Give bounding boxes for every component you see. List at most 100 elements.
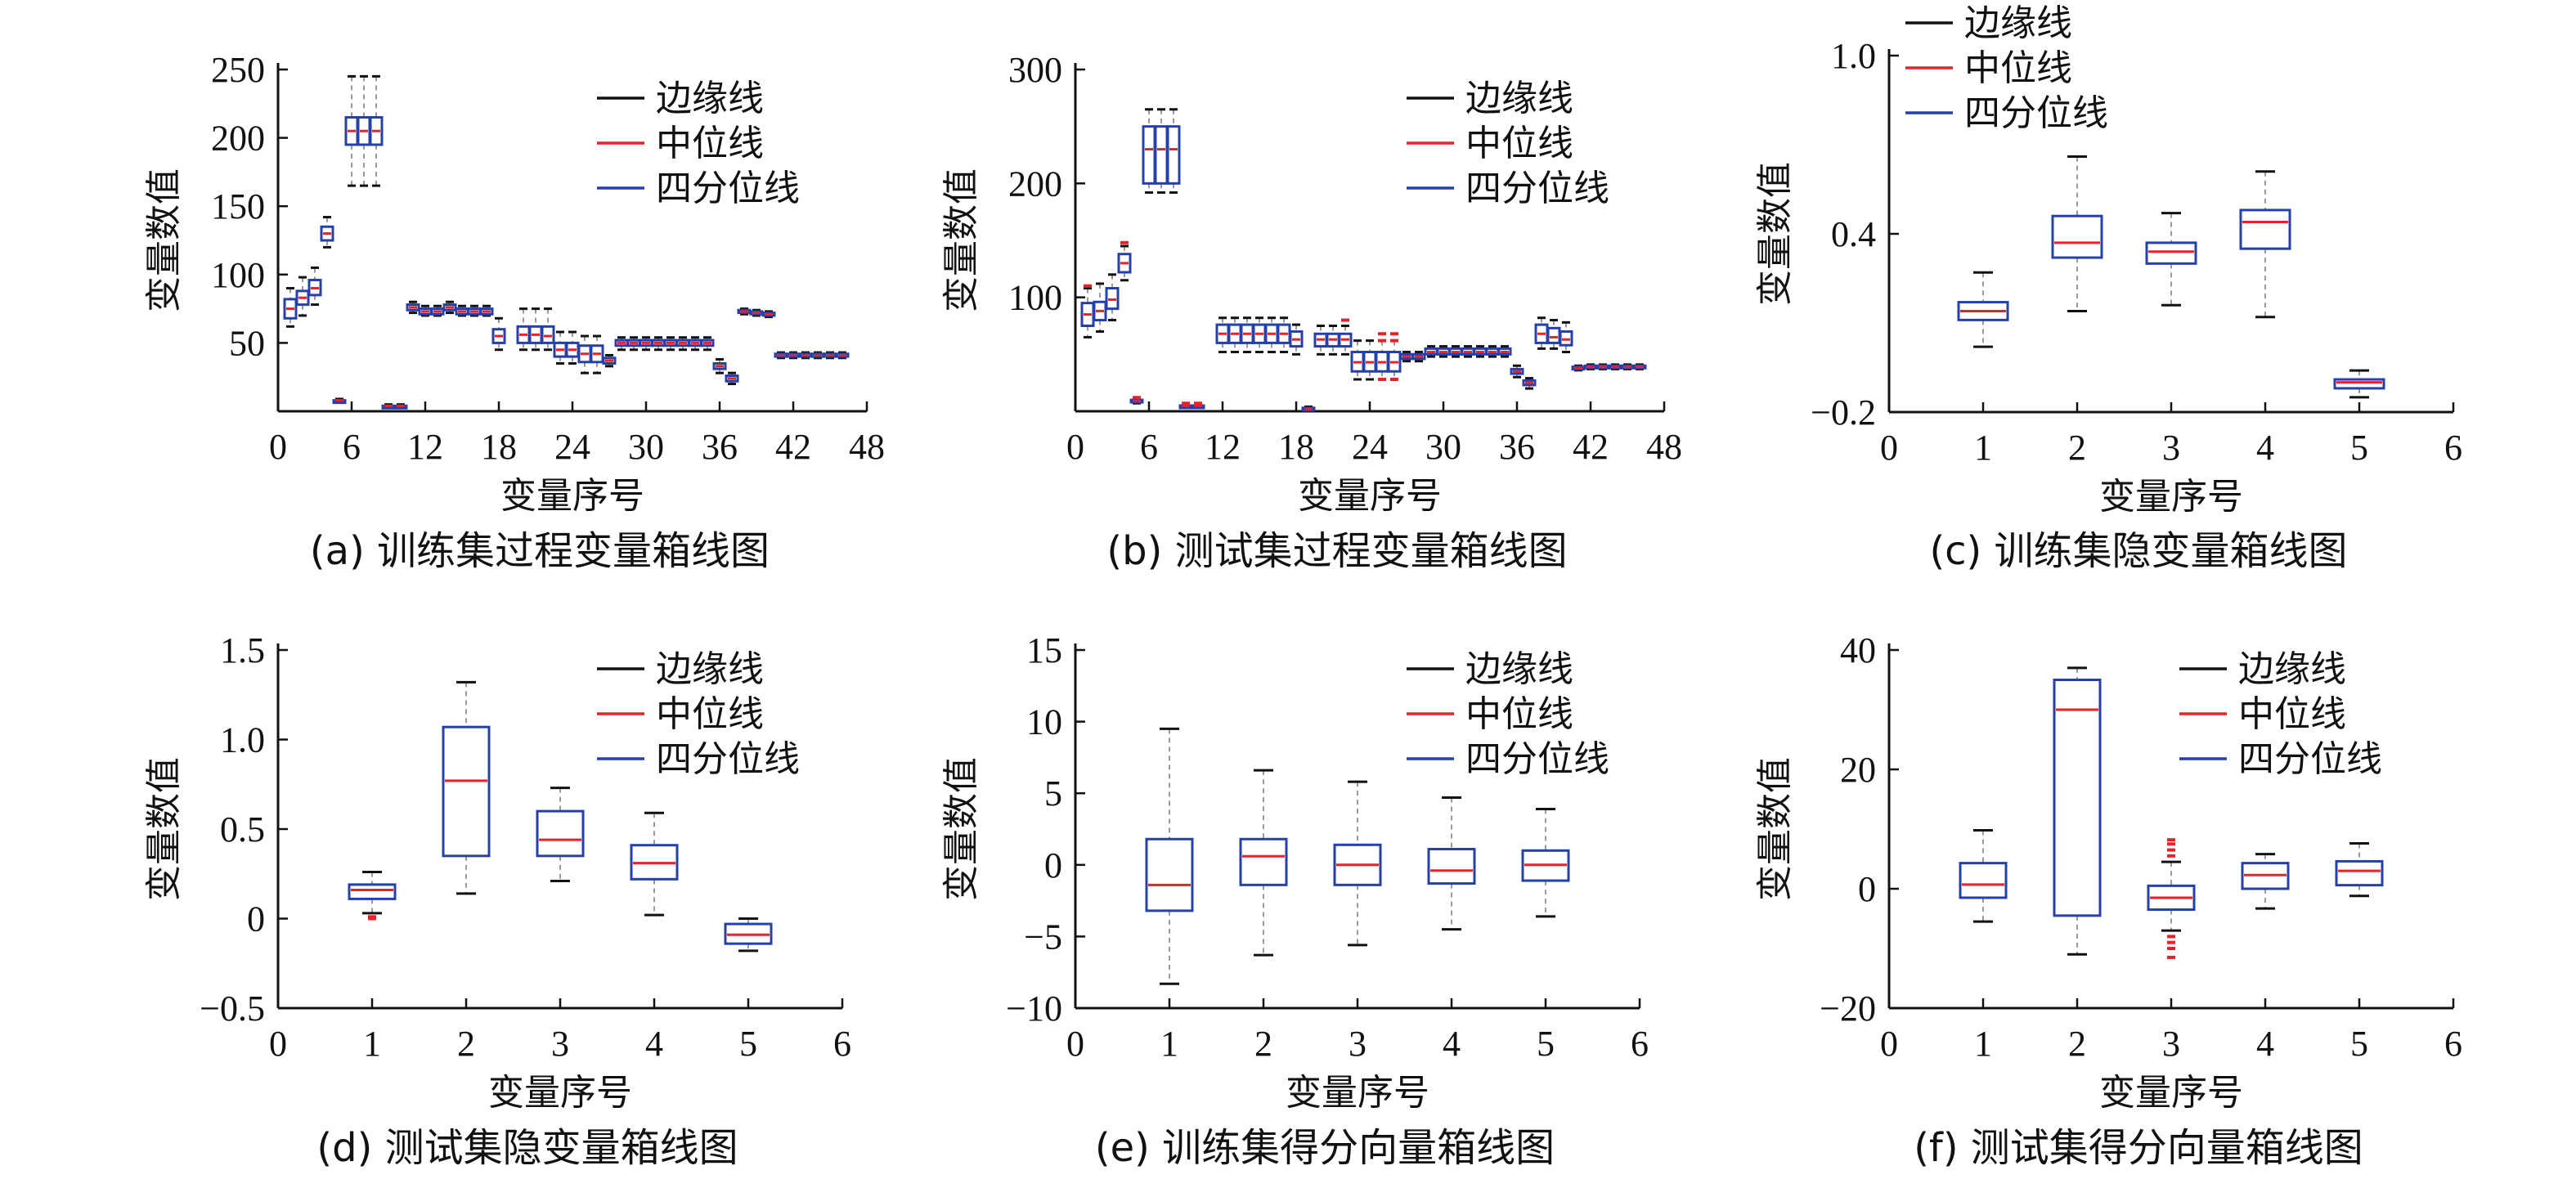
legend-label: 边缘线 (1964, 2, 2072, 44)
x-tick-label: 18 (1278, 427, 1314, 467)
box-2 (2051, 155, 2103, 312)
box-14 (442, 300, 457, 315)
box-5 (2333, 369, 2385, 399)
box-quartile-rect (1145, 837, 1194, 912)
x-tick-label: 12 (1205, 427, 1241, 467)
box-29 (626, 336, 641, 352)
box-20 (516, 307, 531, 352)
box-44 (810, 351, 825, 360)
x-tick-label: 24 (1352, 427, 1388, 467)
x-axis-label: 变量序号 (1286, 1072, 1429, 1114)
chart-panel-a: 0 6 12 18 24 30 36 42 48 50 100 150 200 250 变量序号 变量数值 (a… (143, 50, 885, 574)
box-7 (1154, 108, 1169, 194)
box-35 (700, 336, 715, 352)
box-34 (1485, 345, 1500, 358)
x-tick-label: 48 (1646, 427, 1682, 467)
box-37 (1522, 377, 1537, 390)
x-tick-label: 4 (2256, 1024, 2274, 1064)
box-35 (1497, 345, 1512, 358)
y-tick-label: 0.5 (220, 809, 265, 850)
x-tick-label: 0 (1066, 427, 1084, 467)
x-tick-label: 6 (2444, 1024, 2462, 1064)
box-45 (1620, 363, 1635, 370)
box-24 (1362, 339, 1377, 381)
box-46 (1632, 363, 1647, 370)
y-tick-label: 200 (1008, 164, 1062, 204)
box-quartile-rect (2333, 378, 2385, 390)
box-29 (1424, 345, 1438, 358)
box-4 (630, 811, 679, 917)
box-4 (2239, 170, 2291, 319)
x-tick-label: 6 (1631, 1024, 1649, 1064)
box-quartile-rect (1239, 837, 1288, 886)
box-42 (1583, 363, 1598, 370)
box-3 (1105, 273, 1120, 322)
chart-panel-b: 0 6 12 18 24 30 36 42 48 100 200 300 变量序号 变量数值 (b) 测试集… (940, 50, 1682, 574)
box-quartile-rect (1959, 862, 2008, 899)
box-27 (1399, 351, 1414, 363)
box-22 (1338, 318, 1353, 356)
x-tick-label: 0 (1880, 1024, 1898, 1064)
legend-label: 四分位线 (1465, 738, 1609, 780)
box-46 (835, 351, 850, 360)
box-31 (1448, 345, 1463, 358)
box-quartile-rect (348, 883, 397, 900)
y-tick-label: 100 (211, 255, 265, 295)
box-9 (1178, 401, 1193, 410)
box-39 (1546, 319, 1561, 350)
box-32 (663, 336, 678, 352)
box-5 (1129, 396, 1144, 405)
box-28 (614, 336, 629, 352)
box-5 (1521, 807, 1570, 918)
box-15 (1252, 316, 1267, 354)
box-1 (1959, 828, 2008, 923)
box-24 (565, 330, 580, 365)
box-7 (357, 74, 371, 187)
x-tick-label: 0 (1880, 428, 1898, 468)
box-26 (590, 334, 604, 374)
box-13 (430, 304, 445, 317)
box-quartile-rect (2053, 679, 2102, 917)
box-1 (348, 871, 397, 921)
y-tick-label: 100 (1008, 278, 1062, 318)
y-tick-label: 0 (247, 899, 265, 939)
legend-label: 四分位线 (656, 738, 800, 780)
y-tick-label: 1.5 (220, 630, 265, 670)
x-tick-label: 3 (2162, 428, 2180, 468)
box-9 (381, 403, 396, 410)
box-38 (737, 307, 752, 316)
box-quartile-rect (1427, 848, 1476, 885)
box-43 (1595, 363, 1610, 370)
box-3 (536, 787, 585, 883)
box-1 (283, 287, 298, 328)
box-41 (1571, 364, 1586, 372)
x-tick-label: 0 (269, 427, 287, 467)
panel-caption: (b) 测试集过程变量箱线图 (1106, 528, 1567, 574)
panel-caption: (d) 测试集隐变量箱线图 (316, 1125, 738, 1171)
box-10 (1191, 401, 1205, 410)
box-quartile-rect (2335, 859, 2384, 887)
x-tick-label: 2 (2068, 428, 2086, 468)
box-20 (1313, 325, 1328, 356)
box-2 (1093, 282, 1107, 333)
box-18 (491, 316, 506, 352)
y-tick-label: 15 (1026, 630, 1062, 670)
panels: 0 6 12 18 24 30 36 42 4850100150200250变量序号变量数值(a… (143, 2, 2462, 1171)
box-5 (332, 397, 347, 405)
x-tick-label: 5 (2350, 428, 2368, 468)
x-tick-label: 3 (1349, 1024, 1367, 1064)
legend-label: 中位线 (656, 123, 764, 164)
x-tick-label: 36 (702, 427, 738, 467)
box-3 (2147, 838, 2196, 959)
box-1 (1080, 284, 1095, 338)
box-2 (442, 680, 491, 895)
box-28 (1411, 351, 1426, 363)
box-15 (455, 304, 469, 317)
x-tick-label: 5 (2350, 1024, 2368, 1064)
legend-label: 中位线 (1964, 47, 2072, 89)
box-4 (1427, 796, 1476, 931)
box-38 (1534, 316, 1549, 350)
chart-panel-e: 0 1 2 3 4 5 6 −10 −5 0 5 10 15 变量序号 变量数值 (e) 训练集得分向量箱线图… (940, 630, 1649, 1171)
